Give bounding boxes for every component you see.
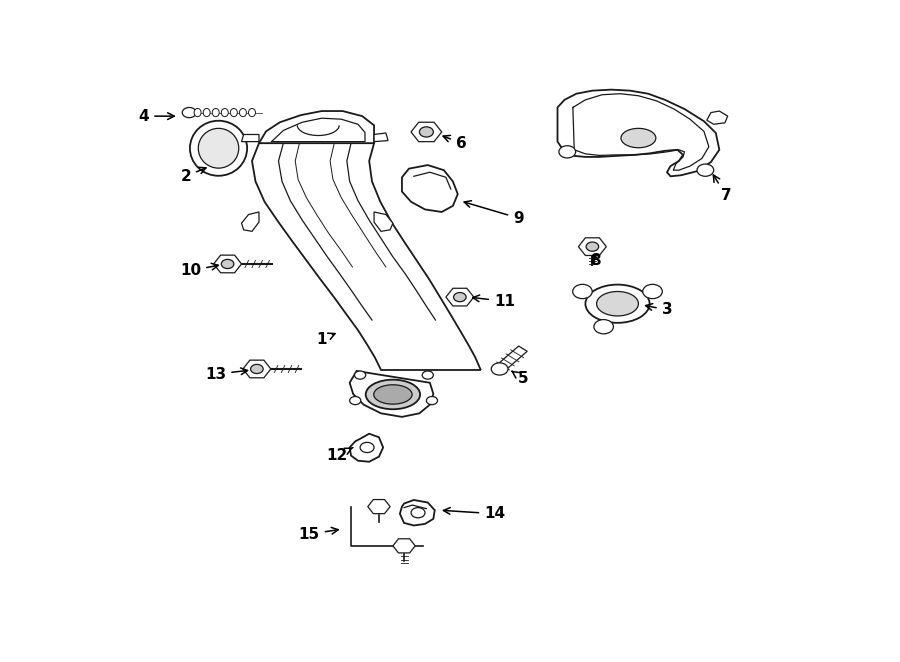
Circle shape xyxy=(182,107,196,118)
Ellipse shape xyxy=(621,128,656,148)
Circle shape xyxy=(221,260,234,269)
Circle shape xyxy=(643,285,662,299)
Text: 12: 12 xyxy=(327,448,353,463)
Text: 2: 2 xyxy=(180,167,206,184)
Circle shape xyxy=(411,508,425,518)
Polygon shape xyxy=(259,111,374,143)
Text: 13: 13 xyxy=(205,367,248,381)
Polygon shape xyxy=(252,143,481,370)
Polygon shape xyxy=(241,212,259,231)
Text: 15: 15 xyxy=(299,527,338,542)
Circle shape xyxy=(559,146,576,158)
Circle shape xyxy=(491,363,508,375)
Polygon shape xyxy=(706,111,728,124)
Ellipse shape xyxy=(203,109,211,117)
Polygon shape xyxy=(374,212,393,231)
Text: 1: 1 xyxy=(317,332,335,347)
Circle shape xyxy=(586,242,598,251)
Polygon shape xyxy=(557,89,719,176)
Text: 6: 6 xyxy=(443,136,466,151)
Circle shape xyxy=(422,371,434,379)
Polygon shape xyxy=(402,165,458,212)
Polygon shape xyxy=(349,371,434,417)
Text: 3: 3 xyxy=(645,303,672,317)
Polygon shape xyxy=(400,500,435,526)
Polygon shape xyxy=(241,134,259,142)
Text: 14: 14 xyxy=(444,506,505,521)
Circle shape xyxy=(572,285,592,299)
Text: 9: 9 xyxy=(464,201,524,226)
Polygon shape xyxy=(495,346,527,371)
Circle shape xyxy=(697,164,714,176)
Circle shape xyxy=(419,127,434,137)
Text: 11: 11 xyxy=(472,294,515,308)
Circle shape xyxy=(594,320,614,334)
Circle shape xyxy=(250,364,263,373)
Circle shape xyxy=(427,397,437,404)
Ellipse shape xyxy=(374,385,412,404)
Ellipse shape xyxy=(194,109,201,117)
Ellipse shape xyxy=(248,109,256,117)
Polygon shape xyxy=(349,434,383,462)
Ellipse shape xyxy=(239,109,247,117)
Text: 5: 5 xyxy=(512,371,528,386)
Circle shape xyxy=(454,293,466,302)
Circle shape xyxy=(355,371,365,379)
Ellipse shape xyxy=(221,109,229,117)
Text: 4: 4 xyxy=(139,109,175,124)
Ellipse shape xyxy=(230,109,238,117)
Ellipse shape xyxy=(365,380,420,409)
Ellipse shape xyxy=(198,128,238,168)
Text: 7: 7 xyxy=(714,175,732,203)
Circle shape xyxy=(360,442,374,453)
Ellipse shape xyxy=(585,285,650,323)
Ellipse shape xyxy=(597,291,638,316)
Circle shape xyxy=(349,397,361,404)
Ellipse shape xyxy=(190,120,248,176)
Polygon shape xyxy=(374,133,388,142)
Text: 10: 10 xyxy=(180,263,219,278)
Ellipse shape xyxy=(212,109,220,117)
Text: 8: 8 xyxy=(590,253,600,268)
